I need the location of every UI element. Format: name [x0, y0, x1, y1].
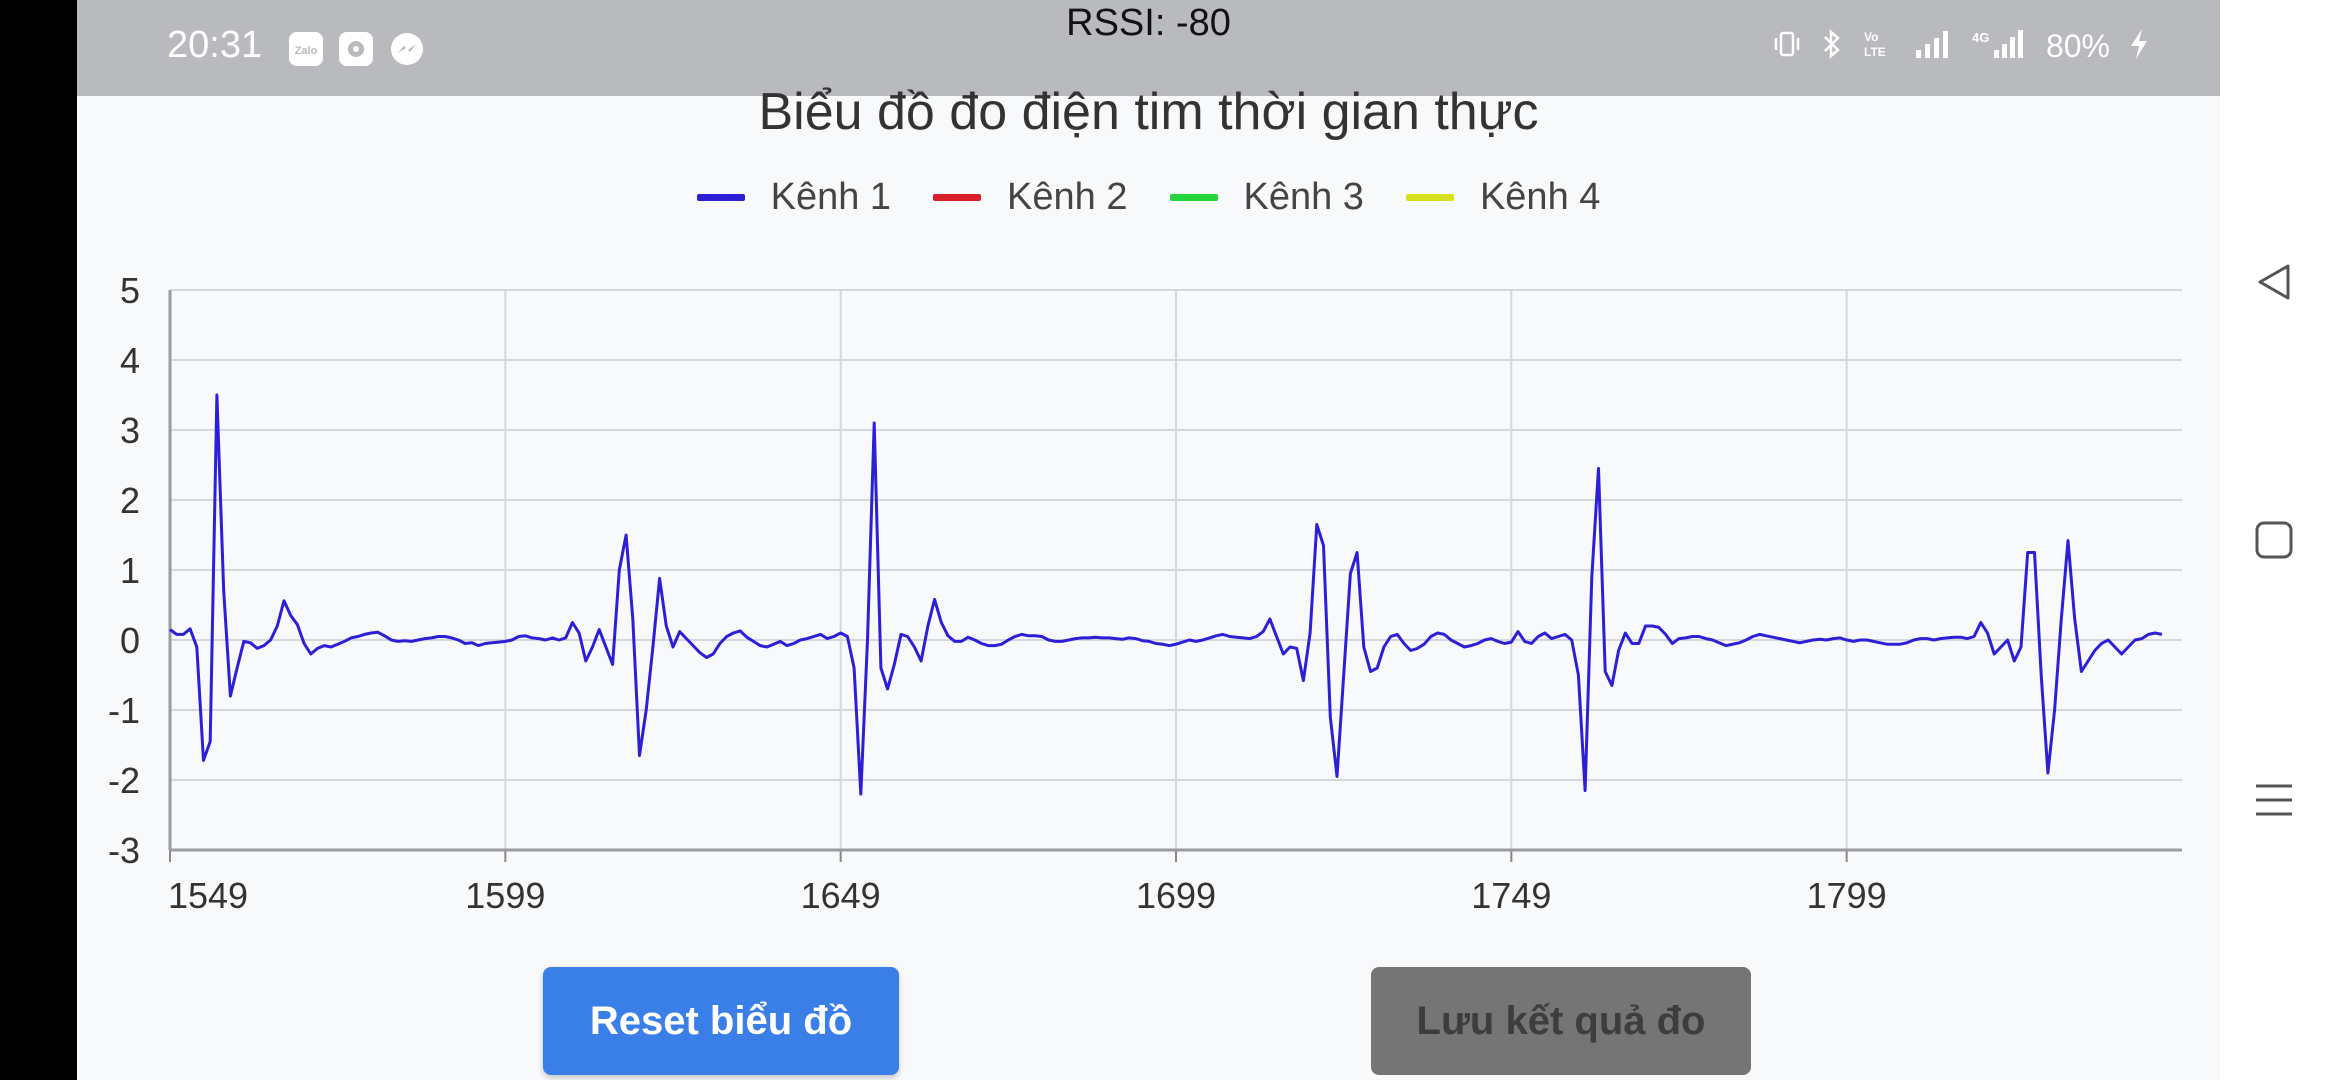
x-tick-label: 1799 — [1807, 875, 1887, 916]
messenger-icon — [390, 32, 424, 66]
legend-item-kenh-2[interactable]: Kênh 2 — [933, 176, 1128, 219]
legend-label: Kênh 3 — [1243, 176, 1364, 218]
legend-swatch — [696, 194, 745, 201]
legend-swatch — [933, 194, 982, 201]
legend-item-kenh-4[interactable]: Kênh 4 — [1405, 176, 1601, 219]
chart-title: Biểu đồ đo điện tim thời gian thực — [758, 83, 1539, 141]
svg-text:LTE: LTE — [1864, 45, 1886, 59]
svg-text:Zalo: Zalo — [295, 45, 318, 57]
x-tick-label: 1649 — [801, 875, 881, 916]
y-tick-label: 1 — [120, 550, 140, 591]
status-time: 20:31 — [167, 24, 263, 66]
save-results-button[interactable]: Lưu kết quả đo — [1371, 967, 1751, 1075]
settings-icon — [339, 32, 373, 66]
y-tick-label: -3 — [108, 830, 140, 871]
legend-label: Kênh 4 — [1479, 176, 1601, 218]
y-tick-label: 3 — [120, 410, 140, 451]
svg-text:Vo: Vo — [1864, 30, 1878, 44]
x-tick-label: 1749 — [1471, 875, 1551, 916]
svg-text:4G: 4G — [1972, 30, 1989, 45]
legend-swatch — [1405, 194, 1454, 201]
y-tick-label: -2 — [108, 760, 140, 801]
rssi-readout: RSSI: -80 — [1066, 2, 1231, 44]
y-tick-label: 5 — [120, 270, 140, 311]
x-tick-label: 1699 — [1136, 875, 1216, 916]
volte-icon: Vo LTE — [1862, 28, 1896, 65]
vibrate-icon — [1772, 29, 1802, 64]
ecg-line-chart[interactable]: 5 4 3 2 1 0 -1 -2 -3 1549 1599 1649 1699 1749 1799 — [77, 0, 2220, 960]
zalo-icon: Zalo — [289, 32, 323, 66]
recent-apps-icon[interactable] — [2254, 780, 2294, 825]
legend-label: Kênh 2 — [1007, 176, 1128, 218]
home-icon[interactable] — [2254, 520, 2294, 565]
chart-legend: Kênh 1 Kênh 2 Kênh 3 Kênh 4 — [77, 176, 2220, 219]
y-tick-label: 2 — [120, 480, 140, 521]
y-tick-label: -1 — [108, 690, 140, 731]
status-indicators: Vo LTE 4G 80% — [1772, 22, 2150, 70]
back-icon[interactable] — [2254, 262, 2294, 307]
legend-label: Kênh 1 — [770, 176, 892, 218]
signal-icon — [1914, 28, 1954, 65]
status-bar: 20:31 Zalo RSSI: -80 Vo LTE 4G — [77, 0, 2220, 96]
x-tick-label: 1599 — [465, 875, 545, 916]
charging-icon — [2128, 27, 2150, 66]
series-line-kenh-1 — [169, 393, 2163, 796]
legend-swatch — [1169, 194, 1218, 201]
legend-item-kenh-1[interactable]: Kênh 1 — [696, 176, 892, 219]
y-tick-label: 4 — [120, 340, 140, 381]
y-tick-label: 0 — [120, 620, 140, 661]
app-screen: 20:31 Zalo RSSI: -80 Vo LTE 4G — [77, 0, 2220, 1080]
x-tick-label: 1549 — [168, 875, 248, 916]
reset-chart-button[interactable]: Reset biểu đồ — [543, 967, 899, 1075]
bluetooth-icon — [1820, 28, 1844, 65]
4g-signal-icon: 4G — [1972, 28, 2028, 65]
legend-item-kenh-3[interactable]: Kênh 3 — [1169, 176, 1364, 219]
navigation-bar — [2220, 0, 2340, 1080]
battery-level: 80% — [2045, 27, 2110, 64]
